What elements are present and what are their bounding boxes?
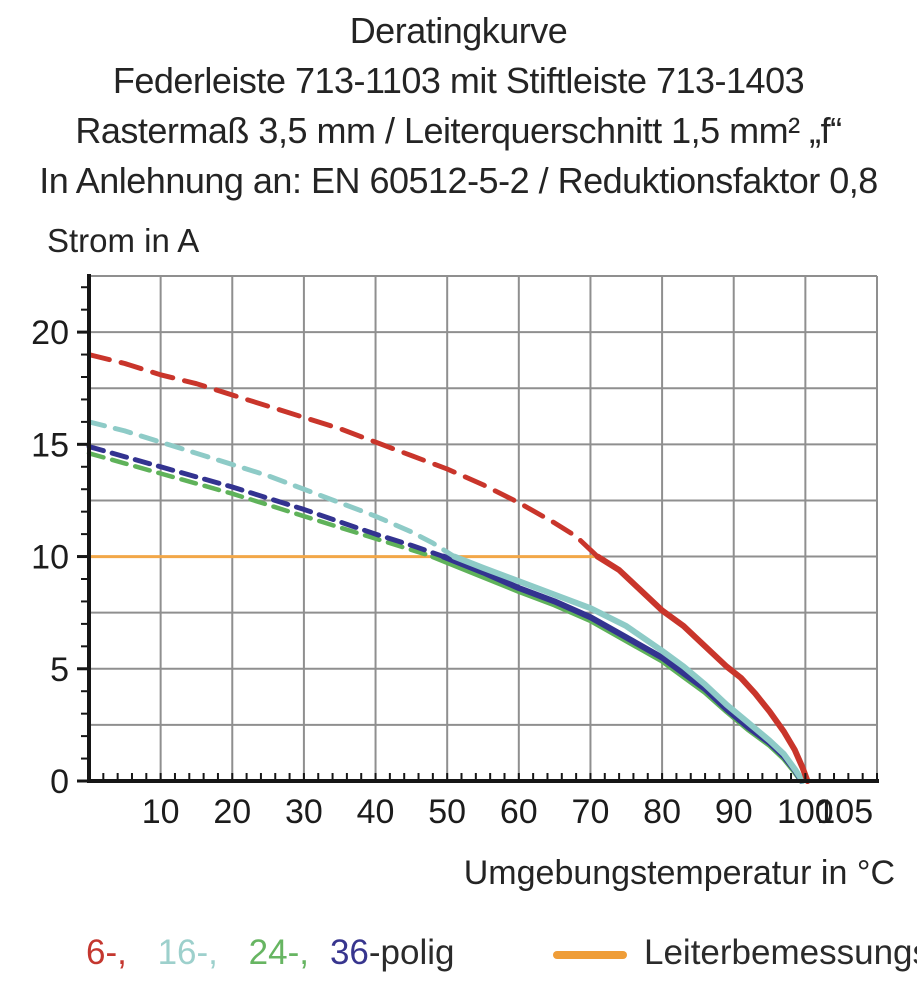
x-tick-label: 40: [357, 793, 395, 831]
y-tick-label: 15: [31, 426, 69, 464]
x-tick-label: 60: [500, 793, 538, 831]
legend-item-6polig: 6-,: [86, 933, 127, 972]
x-tick-label: 10: [142, 793, 180, 831]
x-axis-label: Umgebungstemperatur in °C: [463, 854, 895, 892]
series-36-polig-dashed: [86, 444, 447, 560]
x-tick-label: 105: [816, 793, 873, 831]
series-6-polig-solid: [594, 553, 811, 784]
series-16-polig-dashed: [86, 419, 457, 560]
title-line-4: In Anlehnung an: EN 60512-5-2 / Reduktio…: [39, 160, 878, 201]
y-tick-label: 5: [50, 651, 69, 689]
x-tick-label: 30: [285, 793, 323, 831]
axes: [77, 274, 879, 783]
y-tick-label: 20: [31, 314, 69, 352]
x-tick-label: 50: [428, 793, 466, 831]
x-tick-label: 90: [715, 793, 753, 831]
legend-item-16polig: 16-,: [157, 933, 218, 972]
grid: [89, 275, 878, 781]
x-tick-label: 100: [777, 793, 834, 831]
legend-item-24polig: 24-,: [248, 933, 309, 972]
legend-item-36polig: 36: [329, 933, 369, 972]
y-tick-label: 10: [31, 539, 69, 577]
title-line-3: Rastermaß 3,5 mm / Leiterquerschnitt 1,5…: [75, 110, 842, 151]
title-line-2: Federleiste 713-1103 mit Stiftleiste 713…: [112, 60, 805, 101]
series-16-polig-solid: [451, 553, 806, 784]
rated-current-label: Leiterbemessungsstrom: [644, 933, 917, 972]
x-tick-label: 70: [572, 793, 610, 831]
legend-rated-current: Leiterbemessungsstrom: [553, 933, 917, 973]
chart-title-block: Deratingkurve Federleiste 713-1103 mit S…: [0, 6, 917, 206]
x-tick-label: 80: [643, 793, 681, 831]
rated-current-line-icon: [553, 951, 627, 959]
series-6-polig-dashed: [86, 352, 601, 560]
y-tick-label: 0: [50, 763, 69, 801]
title-line-1: Deratingkurve: [349, 10, 568, 51]
x-tick-label: 20: [213, 793, 251, 831]
series-24-polig-dashed: [86, 451, 436, 559]
legend-pole-suffix: -polig: [368, 933, 455, 972]
legend-pole-counts: 6-, 16-, 24-, 36-polig: [86, 933, 455, 973]
curves: [86, 352, 811, 784]
y-axis-label: Strom in A: [47, 222, 200, 259]
